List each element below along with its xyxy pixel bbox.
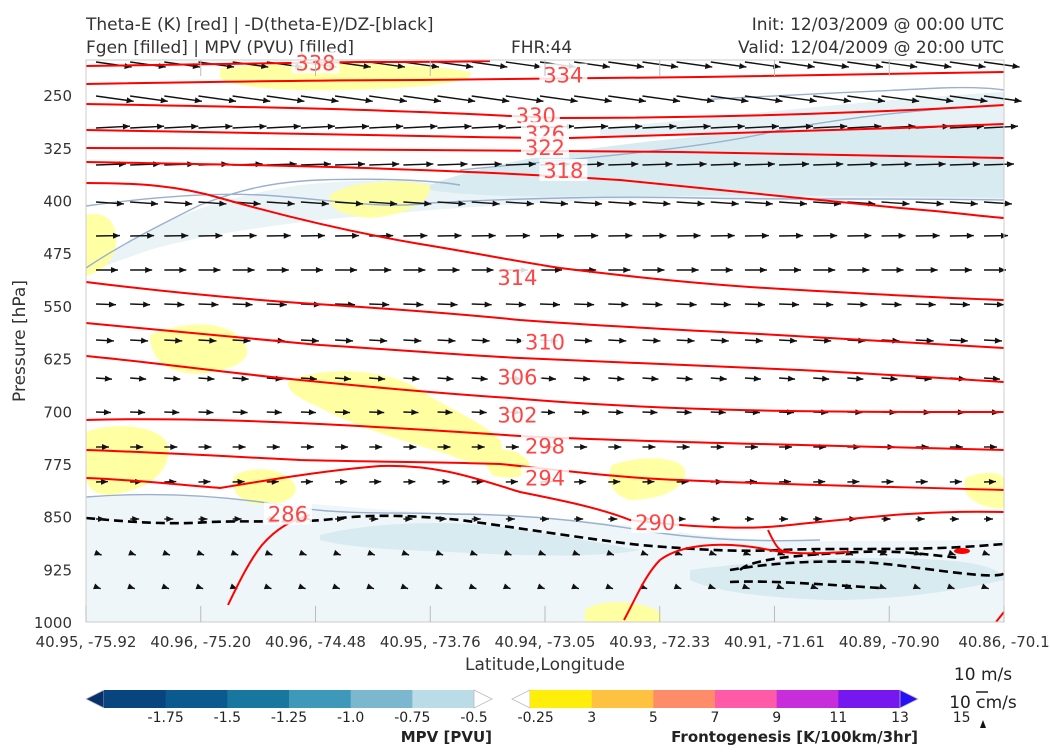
colorbar-tick-label: -0.75	[394, 710, 430, 726]
colorbar-tick-label: 7	[711, 710, 720, 726]
colorbar-extend-low	[86, 690, 104, 708]
y-tick-label: 925	[43, 561, 72, 579]
theta-e-label: 334	[543, 63, 583, 87]
x-tick-label: 40.89, -70.90	[839, 633, 940, 651]
colorbar-tick-label: 3	[587, 710, 596, 726]
colorbar-extend-high	[900, 690, 918, 708]
wind-vector-head	[1005, 200, 1012, 206]
y-axis: 250 325 400 475 550 625 700 775 850 925 1000	[34, 87, 72, 632]
theta-e-label: 294	[525, 467, 565, 491]
theta-e-label: 322	[525, 136, 565, 160]
y-tick-label: 475	[43, 245, 72, 263]
colorbar-segment	[777, 690, 839, 708]
colorbar-segment	[412, 690, 474, 708]
x-axis-label: Latitude,Longitude	[465, 655, 625, 675]
x-tick-label: 40.93, -72.33	[609, 633, 710, 651]
fgen-colorbar-label: Frontogenesis [K/100km/3hr]	[671, 728, 918, 746]
vector-key-vertical: 10 cm/s	[949, 693, 1017, 713]
colorbar-segment	[838, 690, 900, 708]
colorbar-segment	[166, 690, 228, 708]
colorbar-tick-label: 11	[829, 710, 847, 726]
forecast-hour: FHR:44	[511, 38, 572, 58]
init-time: Init: 12/03/2009 @ 00:00 UTC	[752, 15, 1004, 35]
colorbar-tick-label: -1.75	[148, 710, 184, 726]
title-line-1: Theta-E (K) [red] | -D(theta-E)/DZ-[blac…	[85, 15, 434, 35]
y-tick-label: 775	[43, 456, 72, 474]
y-tick-label: 850	[43, 509, 72, 527]
y-tick-label: 400	[43, 193, 72, 211]
y-tick-label: 625	[43, 351, 72, 369]
x-tick-label: 40.96, -75.20	[150, 633, 251, 651]
y-tick-label: 550	[43, 298, 72, 316]
wind-vector-head	[1012, 63, 1019, 69]
colorbar-segment	[351, 690, 413, 708]
colorbar-tick-label: -1.0	[337, 710, 364, 726]
theta-e-label: 318	[543, 159, 583, 183]
mpv-colorbar: -1.75 -1.5 -1.25 -1.0 -0.75 -0.5 -0.25	[86, 690, 554, 726]
colorbar-segment	[289, 690, 351, 708]
theta-e-label: 286	[268, 503, 308, 527]
wind-vector-head	[1011, 124, 1018, 130]
theta-e-label: 302	[497, 403, 537, 427]
x-tick-label: 40.94, -73.05	[495, 633, 596, 651]
theta-e-label: 298	[525, 434, 565, 458]
mpv-colorbar-label: MPV [PVU]	[401, 728, 492, 746]
colorbar-tick-label: -1.5	[214, 710, 241, 726]
y-axis-label: Pressure [hPa]	[10, 280, 30, 402]
theta-e-label: 306	[497, 366, 537, 390]
colorbar-segment	[715, 690, 777, 708]
x-tick-label: 40.95, -75.92	[36, 633, 137, 651]
y-tick-label: 250	[43, 87, 72, 105]
x-tick-label: 40.95, -73.76	[380, 633, 481, 651]
colorbar-tick-label: -0.25	[518, 710, 554, 726]
y-tick-label: 325	[43, 140, 72, 158]
theta-e-label: 310	[525, 330, 565, 354]
valid-time: Valid: 12/04/2009 @ 20:00 UTC	[738, 38, 1004, 58]
colorbar-extend-low	[512, 690, 530, 708]
vector-key-arrow-up	[980, 720, 986, 728]
theta-e-closed-small	[954, 548, 970, 554]
colorbar-segment	[653, 690, 715, 708]
vector-key-speed: 10 m/s	[954, 665, 1012, 685]
colorbar-tick-label: 13	[891, 710, 909, 726]
colorbar-segment	[104, 690, 166, 708]
colorbar-tick-label: 5	[649, 710, 658, 726]
theta-e-label: 314	[497, 266, 537, 290]
colorbar-tick-label: 9	[772, 710, 781, 726]
y-tick-label: 1000	[34, 614, 72, 632]
wind-vector-head	[1007, 161, 1014, 167]
y-tick-label: 700	[43, 403, 72, 421]
colorbar-extend-high	[474, 690, 492, 708]
x-tick-label: 40.96, -74.48	[265, 633, 366, 651]
colorbar-segment	[227, 690, 289, 708]
colorbar-tick-label: -1.25	[271, 710, 307, 726]
x-tick-label: 40.86, -70.1	[958, 633, 1049, 651]
theta-e-label: 290	[635, 511, 675, 535]
wind-vector-head	[1014, 97, 1021, 103]
colorbar-tick-label: -0.5	[460, 710, 487, 726]
x-tick-label: 40.91, -71.61	[724, 633, 825, 651]
colorbar-segment	[592, 690, 654, 708]
colorbar-segment	[530, 690, 592, 708]
